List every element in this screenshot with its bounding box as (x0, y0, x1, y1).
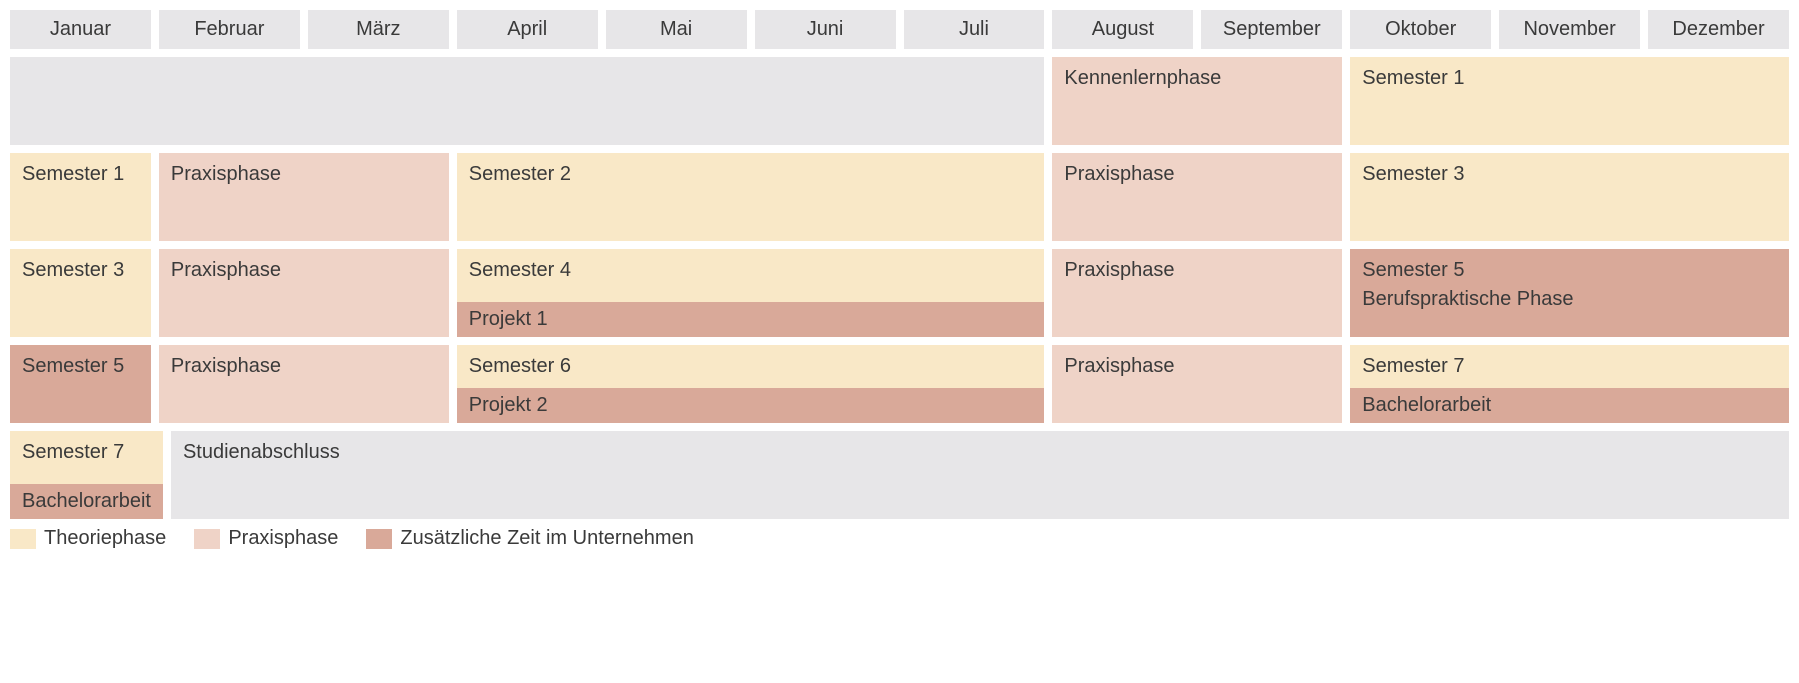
timeline-rows: Kennenlernphase Semester 1 Semester 1 Praxi… (10, 57, 1789, 519)
timeline-block: Praxisphase (1052, 345, 1342, 423)
legend-swatch (194, 529, 220, 549)
block-label: Semester 6 (469, 355, 1033, 378)
month-header: März (308, 10, 449, 49)
legend-swatch (10, 529, 36, 549)
timeline-row: Kennenlernphase Semester 1 (10, 57, 1789, 145)
timeline-row: Semester 3 Praxisphase Semester 4 Projekt 1… (10, 249, 1789, 337)
month-header: November (1499, 10, 1640, 49)
month-header: April (457, 10, 598, 49)
timeline-block: Semester 7 Bachelorarbeit (1350, 345, 1789, 423)
block-sub-band: Bachelorarbeit (1350, 388, 1789, 423)
timeline-block: Semester 3 (10, 249, 151, 337)
month-header: Oktober (1350, 10, 1491, 49)
timeline-block: Studienabschluss (171, 431, 1789, 519)
block-label: Semester 3 (1362, 163, 1777, 186)
timeline-block: Semester 1 (1350, 57, 1789, 145)
months-header: JanuarFebruarMärzAprilMaiJuniJuliAugustS… (10, 10, 1789, 49)
month-header: Juni (755, 10, 896, 49)
block-label: Semester 5 (1362, 259, 1777, 282)
block-label: Praxisphase (171, 163, 437, 186)
block-label: Semester 2 (469, 163, 1033, 186)
legend: Theoriephase Praxisphase Zusätzliche Zeit … (10, 527, 1789, 550)
block-sub-band: Bachelorarbeit (10, 484, 163, 519)
timeline-block: Semester 5 (10, 345, 151, 423)
block-label: Kennenlernphase (1064, 67, 1330, 90)
month-header: Januar (10, 10, 151, 49)
timeline-block: Praxisphase (159, 249, 449, 337)
block-sub-band: Projekt 1 (457, 302, 1045, 337)
block-label: Semester 4 (469, 259, 1033, 282)
block-label: Praxisphase (1064, 355, 1330, 378)
timeline-block: Semester 2 (457, 153, 1045, 241)
legend-item: Theoriephase (10, 527, 166, 550)
block-label: Praxisphase (171, 259, 437, 282)
month-header: Februar (159, 10, 300, 49)
block-label: Semester 5 (22, 355, 139, 378)
block-label: Praxisphase (1064, 163, 1330, 186)
month-header: Juli (904, 10, 1045, 49)
block-label: Semester 7 (22, 441, 151, 464)
timeline-block: Praxisphase (1052, 249, 1342, 337)
block-label: Semester 1 (22, 163, 139, 186)
month-header: September (1201, 10, 1342, 49)
timeline-row: Semester 5 Praxisphase Semester 6 Projekt 2… (10, 345, 1789, 423)
month-header: Mai (606, 10, 747, 49)
timeline-block: Semester 6 Projekt 2 (457, 345, 1045, 423)
block-label: Semester 7 (1362, 355, 1777, 378)
block-label: Praxisphase (1064, 259, 1330, 282)
timeline-block: Semester 5 Berufspraktische Phase (1350, 249, 1789, 337)
legend-swatch (366, 529, 392, 549)
block-sub-band: Projekt 2 (457, 388, 1045, 423)
month-header: Dezember (1648, 10, 1789, 49)
legend-item: Zusätzliche Zeit im Unternehmen (366, 527, 693, 550)
timeline-block: Semester 4 Projekt 1 (457, 249, 1045, 337)
block-label: Studienabschluss (183, 441, 1777, 464)
timeline-block: Praxisphase (159, 345, 449, 423)
timeline-block: Praxisphase (1052, 153, 1342, 241)
legend-label: Praxisphase (228, 527, 338, 550)
timeline-block: Semester 7 Bachelorarbeit (10, 431, 163, 519)
block-label: Praxisphase (171, 355, 437, 378)
timeline-block: Kennenlernphase (1052, 57, 1342, 145)
legend-label: Zusätzliche Zeit im Unternehmen (400, 527, 693, 550)
timeline-block: Semester 3 (1350, 153, 1789, 241)
block-sublabel: Berufspraktische Phase (1362, 288, 1777, 311)
timeline-block: Semester 1 (10, 153, 151, 241)
timeline-block: Praxisphase (159, 153, 449, 241)
legend-label: Theoriephase (44, 527, 166, 550)
timeline-row: Semester 7 Bachelorarbeit Studienabschluss (10, 431, 1789, 519)
month-header: August (1052, 10, 1193, 49)
timeline-block (10, 57, 1044, 145)
timeline-row: Semester 1 Praxisphase Semester 2 Praxispha… (10, 153, 1789, 241)
legend-item: Praxisphase (194, 527, 338, 550)
block-label: Semester 3 (22, 259, 139, 282)
block-label: Semester 1 (1362, 67, 1777, 90)
